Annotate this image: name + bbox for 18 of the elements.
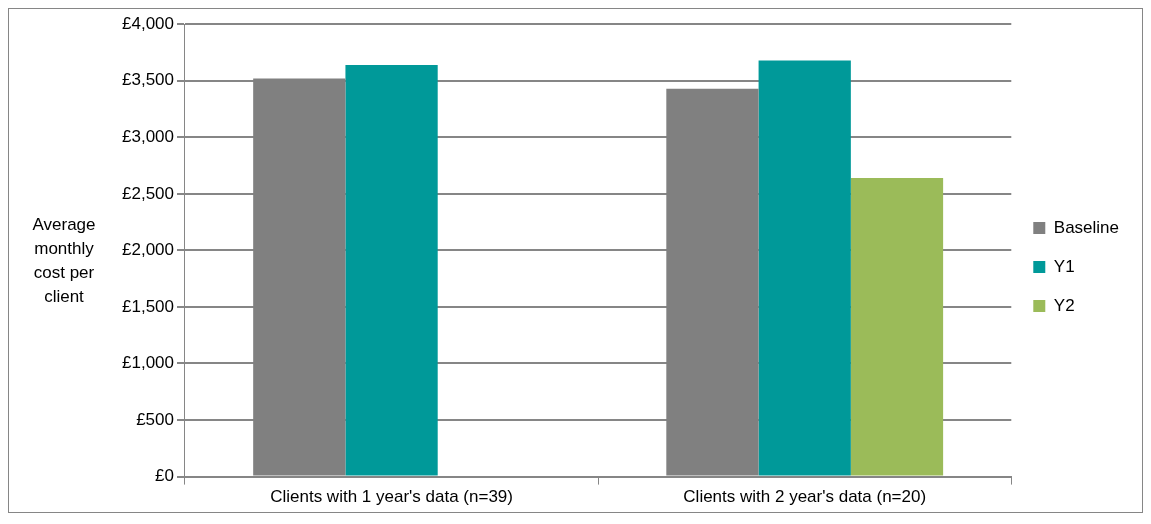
legend-label: Y2: [1053, 295, 1075, 315]
legend-label: Baseline: [1053, 217, 1120, 237]
bar: [345, 64, 438, 476]
y-tick-label: £4,000: [122, 13, 174, 33]
y-tick-label: £500: [136, 409, 174, 429]
bar: [758, 59, 851, 476]
y-tick-label: £2,000: [122, 239, 174, 259]
x-tick-label: Clients with 2 year's data (n=20): [683, 486, 927, 506]
y-tick-label: £3,500: [122, 69, 174, 89]
legend-label: Y1: [1053, 256, 1075, 276]
y-axis-title: Average monthly cost per client: [31, 213, 97, 308]
x-tick-label: Clients with 1 year's data (n=39): [270, 486, 513, 506]
y-tick-label: £0: [155, 465, 174, 485]
bar: [850, 177, 944, 476]
y-tick-label: £1,500: [122, 296, 174, 316]
y-tick-label: £3,000: [122, 126, 174, 146]
y-tick-label: £1,000: [122, 352, 174, 372]
y-tick-label: £2,500: [122, 183, 174, 203]
